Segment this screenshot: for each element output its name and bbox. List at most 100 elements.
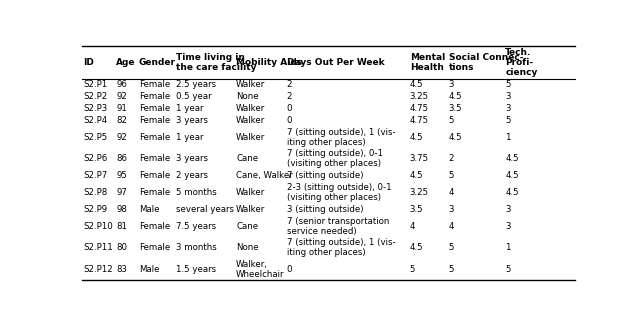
Text: 5: 5 (505, 116, 511, 125)
Text: Mobility Aids: Mobility Aids (236, 58, 302, 67)
Text: 4.5: 4.5 (410, 133, 424, 142)
Text: Walker: Walker (236, 133, 266, 142)
Text: 98: 98 (116, 205, 127, 214)
Text: 7 (sitting outside), 0-1
(visiting other places): 7 (sitting outside), 0-1 (visiting other… (287, 149, 383, 168)
Text: 4.75: 4.75 (410, 104, 429, 113)
Text: Male: Male (139, 205, 159, 214)
Text: Cane, Walker: Cane, Walker (236, 171, 293, 180)
Text: 3.75: 3.75 (410, 155, 429, 163)
Text: None: None (236, 92, 259, 101)
Text: 5: 5 (449, 116, 454, 125)
Text: Female: Female (139, 222, 170, 231)
Text: Walker: Walker (236, 116, 266, 125)
Text: Age: Age (116, 58, 136, 67)
Text: 2: 2 (287, 92, 292, 101)
Text: 97: 97 (116, 188, 127, 197)
Text: Walker: Walker (236, 104, 266, 113)
Text: Time living in
the care facility: Time living in the care facility (176, 53, 257, 72)
Text: 0: 0 (287, 265, 292, 274)
Text: 7 (senior transportation
service needed): 7 (senior transportation service needed) (287, 216, 389, 235)
Text: Social Connec-
tions: Social Connec- tions (449, 53, 523, 72)
Text: 5 months: 5 months (176, 188, 216, 197)
Text: Male: Male (139, 265, 159, 274)
Text: Tech.
Profi-
ciency: Tech. Profi- ciency (505, 48, 538, 77)
Text: Female: Female (139, 188, 170, 197)
Text: 7.5 years: 7.5 years (176, 222, 216, 231)
Text: Cane: Cane (236, 155, 259, 163)
Text: Female: Female (139, 92, 170, 101)
Text: Days Out Per Week: Days Out Per Week (287, 58, 384, 67)
Text: 3.5: 3.5 (449, 104, 462, 113)
Text: 3.25: 3.25 (410, 188, 429, 197)
Text: Female: Female (139, 80, 170, 89)
Text: 3.5: 3.5 (410, 205, 424, 214)
Text: 3: 3 (505, 92, 511, 101)
Text: S2.P6: S2.P6 (83, 155, 108, 163)
Text: 4.5: 4.5 (505, 155, 519, 163)
Text: 1 year: 1 year (176, 133, 204, 142)
Text: Female: Female (139, 133, 170, 142)
Text: Cane: Cane (236, 222, 259, 231)
Text: 0.5 year: 0.5 year (176, 92, 211, 101)
Text: S2.P3: S2.P3 (83, 104, 108, 113)
Text: 4.5: 4.5 (505, 188, 519, 197)
Text: 1: 1 (505, 243, 511, 252)
Text: 2: 2 (287, 80, 292, 89)
Text: 5: 5 (449, 243, 454, 252)
Text: 7 (sitting outside), 1 (vis-
iting other places): 7 (sitting outside), 1 (vis- iting other… (287, 238, 396, 257)
Text: 3: 3 (505, 104, 511, 113)
Text: 3.25: 3.25 (410, 92, 429, 101)
Text: 96: 96 (116, 80, 127, 89)
Text: Female: Female (139, 243, 170, 252)
Text: S2.P5: S2.P5 (83, 133, 108, 142)
Text: 4.75: 4.75 (410, 116, 429, 125)
Text: 7 (sitting outside): 7 (sitting outside) (287, 171, 363, 180)
Text: 3: 3 (449, 205, 454, 214)
Text: 4: 4 (410, 222, 415, 231)
Text: Walker: Walker (236, 188, 266, 197)
Text: 4: 4 (449, 188, 454, 197)
Text: 4.5: 4.5 (449, 133, 462, 142)
Text: Female: Female (139, 104, 170, 113)
Text: 1.5 years: 1.5 years (176, 265, 216, 274)
Text: S2.P2: S2.P2 (83, 92, 108, 101)
Text: 4.5: 4.5 (410, 80, 424, 89)
Text: 4.5: 4.5 (449, 92, 462, 101)
Text: 91: 91 (116, 104, 127, 113)
Text: Walker: Walker (236, 205, 266, 214)
Text: 3: 3 (505, 222, 511, 231)
Text: 92: 92 (116, 92, 127, 101)
Text: 81: 81 (116, 222, 127, 231)
Text: S2.P12: S2.P12 (83, 265, 113, 274)
Text: 95: 95 (116, 171, 127, 180)
Text: 3 (sitting outside): 3 (sitting outside) (287, 205, 363, 214)
Text: 0: 0 (287, 116, 292, 125)
Text: 5: 5 (449, 265, 454, 274)
Text: S2.P8: S2.P8 (83, 188, 108, 197)
Text: Female: Female (139, 171, 170, 180)
Text: 3: 3 (449, 80, 454, 89)
Text: Gender: Gender (139, 58, 176, 67)
Text: 86: 86 (116, 155, 127, 163)
Text: None: None (236, 243, 259, 252)
Text: Female: Female (139, 155, 170, 163)
Text: 5: 5 (505, 80, 511, 89)
Text: 1: 1 (505, 133, 511, 142)
Text: 4.5: 4.5 (410, 171, 424, 180)
Text: 2-3 (sitting outside), 0-1
(visiting other places): 2-3 (sitting outside), 0-1 (visiting oth… (287, 183, 391, 202)
Text: S2.P7: S2.P7 (83, 171, 108, 180)
Text: 2: 2 (449, 155, 454, 163)
Text: 82: 82 (116, 116, 127, 125)
Text: 5: 5 (449, 171, 454, 180)
Text: 3: 3 (505, 205, 511, 214)
Text: 92: 92 (116, 133, 127, 142)
Text: 3 months: 3 months (176, 243, 216, 252)
Text: Walker: Walker (236, 80, 266, 89)
Text: ID: ID (83, 58, 94, 67)
Text: S2.P4: S2.P4 (83, 116, 108, 125)
Text: 4.5: 4.5 (410, 243, 424, 252)
Text: Mental
Health: Mental Health (410, 53, 445, 72)
Text: S2.P10: S2.P10 (83, 222, 113, 231)
Text: 2.5 years: 2.5 years (176, 80, 216, 89)
Text: 3 years: 3 years (176, 155, 208, 163)
